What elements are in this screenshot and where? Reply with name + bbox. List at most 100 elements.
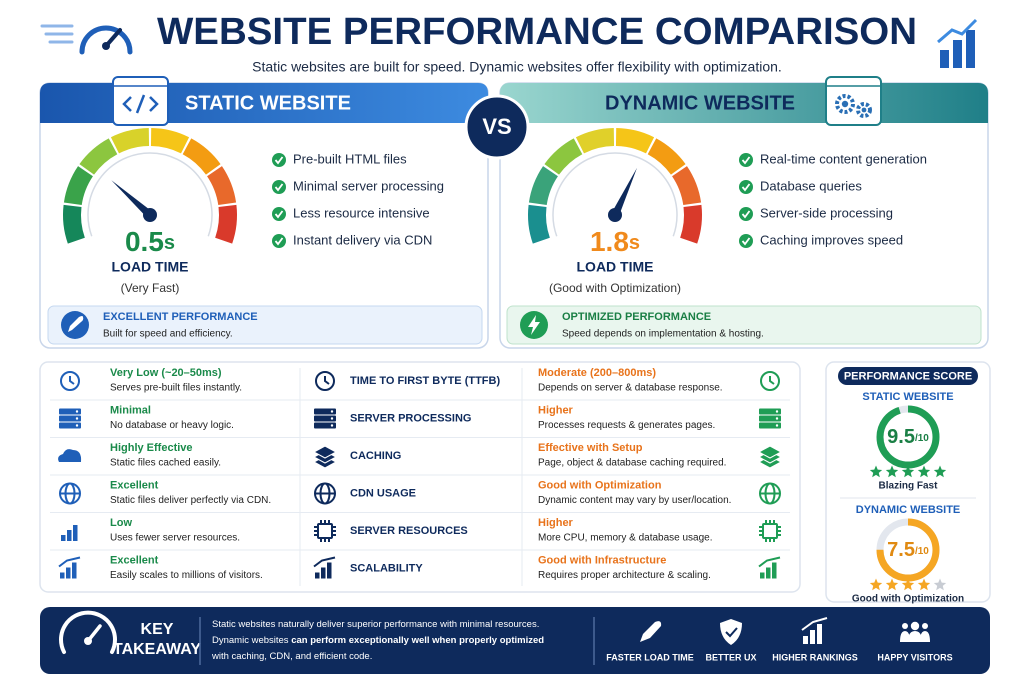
load-time-value: 0.5s [125,226,175,257]
check-mark [741,183,751,192]
icon-fill [760,572,765,579]
gauge-inner [552,152,678,237]
load-time-unit: s [164,232,175,254]
score-number: 7.5 [887,539,915,561]
dynamic-row-text: Processes requests & generates pages. [538,420,715,431]
icon-stroke [59,610,117,654]
icon-dot [775,410,779,413]
static-row-text: Static files deliver perfectly via CDN. [110,495,271,506]
takeaway-segment: can perform exceptionally well when prop… [291,635,544,646]
badge-box [47,305,483,345]
dynamic-row-title: Higher [538,517,574,529]
static-gauge: 0.5s LOAD TIME (Very Fast) [63,128,237,295]
icon-fill [327,562,332,579]
gauge-segment [671,166,702,206]
score-out-of: /10 [915,546,929,557]
check-icon [739,180,753,194]
icon-bar [966,30,975,68]
gauge-segment [647,138,686,175]
gauge-segment [150,128,190,154]
icon-fill [314,408,336,415]
icon-stroke [758,556,781,568]
feature-item: Less resource intensive [293,205,430,220]
score-number: 9.5 [887,426,915,448]
check-mark [274,210,284,219]
row-icon [59,408,81,429]
icon-fill [58,449,82,462]
takeaway-heading: KEY [141,621,174,638]
icon-fill [59,422,81,429]
badge-box [506,305,982,345]
load-time-label: LOAD TIME [112,259,189,275]
gauge-segment [575,128,615,154]
metric-label: SERVER RESOURCES [350,525,468,537]
check-mark [741,210,751,219]
icon-stroke [801,617,828,631]
icon-stroke [324,376,330,385]
icon-dot [102,42,110,50]
row-icon [314,482,336,505]
benefit-label: FASTER LOAD TIME [606,652,694,662]
row-icon [314,408,336,429]
star [917,465,931,478]
icon-fill [61,535,66,541]
icon-stroke [315,371,335,391]
icon-fill [314,415,336,422]
gauge-needle [111,180,153,218]
badge-title: OPTIMIZED PERFORMANCE [562,311,711,323]
takeaway-band [40,607,990,674]
gauge-segment [680,204,702,244]
icon-stroke [760,371,780,391]
icon-fill [772,562,777,579]
icon-dot [330,417,334,420]
icon-bar [940,50,949,68]
star [869,578,883,591]
check-icon [739,153,753,167]
check-icon [272,153,286,167]
check-mark [741,156,751,165]
code-glyph [122,96,132,112]
star [885,465,899,478]
benefit-icon [640,621,662,642]
score-value: 9.5/10 [887,426,929,448]
static-row-text: Uses fewer server resources. [110,533,240,544]
icon-fill [902,623,908,629]
static-row-text: Serves pre-built files instantly. [110,383,242,394]
benefit-icon [900,621,930,642]
icon-dot [84,637,92,645]
row-icon [314,520,336,542]
icon-fill [59,415,81,422]
icon-fill [759,422,781,429]
feature-item: Caching improves speed [760,232,903,247]
static-row-title: Excellent [110,479,159,491]
icon-dot [75,410,79,413]
icon-fill [920,631,930,642]
row-icon [757,445,783,469]
check-mark [274,183,284,192]
rocket-glyph [68,316,84,332]
load-time-note: (Very Fast) [121,281,180,295]
icon-fill [817,624,822,644]
vs-badge [464,94,530,160]
score-title: PERFORMANCE SCORE [844,370,972,382]
icon-fill [59,408,81,415]
header-gauge-icon [40,24,133,55]
static-score: STATIC WEBSITE 9.5/10 Blazing Fast [862,391,953,492]
bolt-glyph [528,315,540,335]
takeaway-segment: Dynamic websites [212,635,291,646]
static-row-title: Highly Effective [110,442,193,454]
icon-bar [953,40,962,68]
feature-item: Minimal server processing [293,178,444,193]
row-icon [313,556,336,579]
icon-stroke [60,371,80,391]
dynamic-score: DYNAMIC WEBSITE 7.5/10 Good with Optimizat… [852,504,964,605]
check-mark [274,156,284,165]
static-row-title: Minimal [110,404,151,416]
icon-fill [67,530,72,541]
row-icon [759,520,781,542]
score-ring [876,405,940,469]
takeaway-segment: with caching, CDN, and efficient code. [211,651,372,662]
metric-label: TIME TO FIRST BYTE (TTFB) [350,375,500,387]
